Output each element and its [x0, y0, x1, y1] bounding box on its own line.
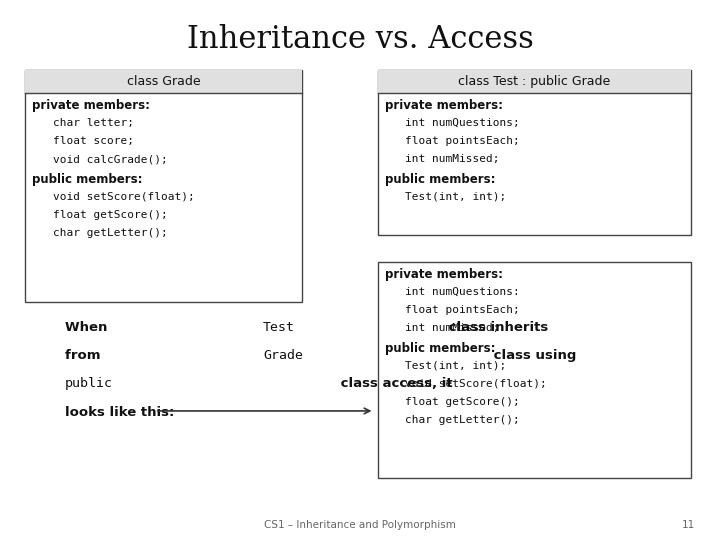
Text: float score;: float score; — [53, 136, 134, 146]
Text: public members:: public members: — [32, 173, 143, 186]
Text: float pointsEach;: float pointsEach; — [405, 305, 520, 315]
Text: int numMissed;: int numMissed; — [405, 323, 500, 334]
Text: float getScore();: float getScore(); — [405, 397, 520, 407]
Text: from: from — [65, 349, 105, 362]
Text: public: public — [65, 377, 113, 390]
Text: float getScore();: float getScore(); — [53, 210, 167, 220]
Text: class access, it: class access, it — [336, 377, 452, 390]
Text: class Grade: class Grade — [127, 75, 201, 88]
Text: char getLetter();: char getLetter(); — [53, 228, 167, 238]
Text: class Test : public Grade: class Test : public Grade — [459, 75, 611, 88]
Text: int numQuestions;: int numQuestions; — [405, 118, 520, 128]
Bar — [378, 70, 691, 235]
Text: private members:: private members: — [385, 99, 503, 112]
Text: private members:: private members: — [385, 268, 503, 281]
Text: Grade: Grade — [264, 349, 303, 362]
Text: looks like this:: looks like this: — [65, 406, 174, 419]
Text: char letter;: char letter; — [53, 118, 134, 128]
Text: private members:: private members: — [32, 99, 150, 112]
Text: float pointsEach;: float pointsEach; — [405, 136, 520, 146]
Bar — [378, 70, 691, 93]
Text: CS1 – Inheritance and Polymorphism: CS1 – Inheritance and Polymorphism — [264, 520, 456, 530]
Text: When: When — [65, 321, 112, 334]
Text: Test(int, int);: Test(int, int); — [405, 191, 507, 201]
Bar — [25, 70, 302, 93]
Text: 11: 11 — [682, 520, 695, 530]
Text: Inheritance vs. Access: Inheritance vs. Access — [186, 24, 534, 55]
Text: class inherits: class inherits — [444, 321, 548, 334]
Text: char getLetter();: char getLetter(); — [405, 415, 520, 426]
Text: void setScore(float);: void setScore(float); — [53, 191, 194, 201]
Text: public members:: public members: — [385, 342, 495, 355]
Text: int numQuestions:: int numQuestions: — [405, 287, 520, 297]
Text: public members:: public members: — [385, 173, 495, 186]
Text: void setScore(float);: void setScore(float); — [405, 379, 547, 389]
Bar — [25, 70, 302, 302]
Text: int numMissed;: int numMissed; — [405, 154, 500, 165]
Text: Test: Test — [264, 321, 295, 334]
Text: Test(int, int);: Test(int, int); — [405, 360, 507, 370]
Text: void calcGrade();: void calcGrade(); — [53, 154, 167, 165]
Bar — [378, 262, 691, 478]
Text: class using: class using — [489, 349, 576, 362]
